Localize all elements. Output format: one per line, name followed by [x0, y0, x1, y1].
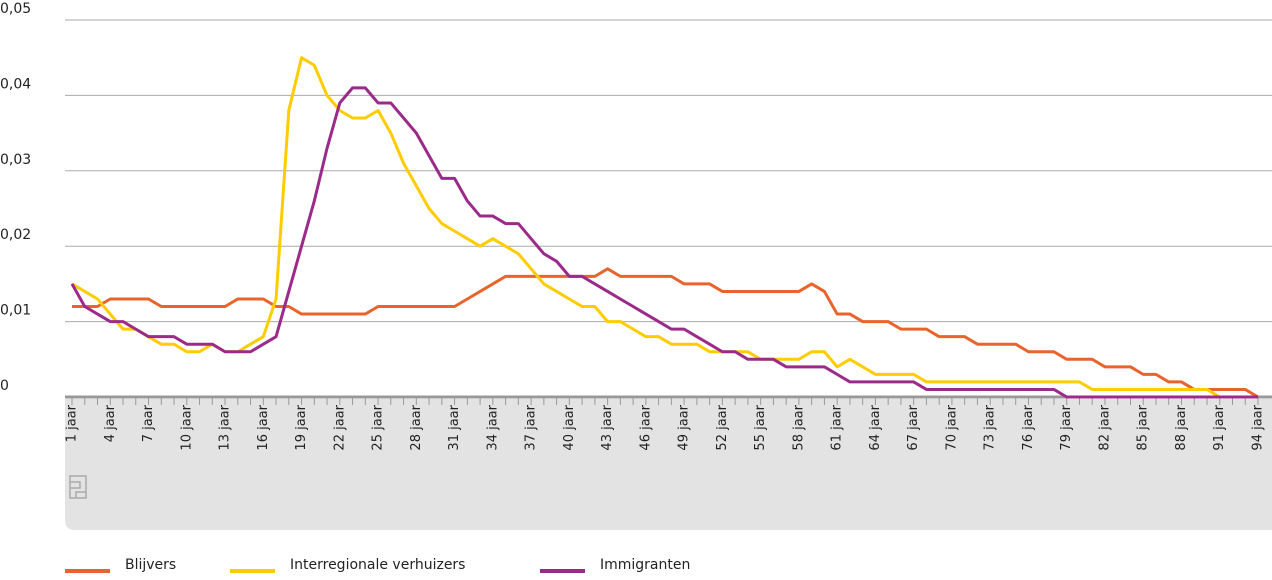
y-tick-label: 0,01	[0, 303, 31, 319]
x-tick-label: 1 jaar	[65, 404, 80, 442]
series-line	[70, 86, 1258, 399]
legend-label: Blijvers	[125, 557, 176, 573]
x-tick-label: 76 jaar	[1021, 404, 1036, 450]
axis-band	[65, 399, 1272, 530]
y-tick-label: 0,02	[0, 227, 31, 243]
x-tick-label: 70 jaar	[944, 404, 959, 450]
x-tick-label: 94 jaar	[1251, 404, 1266, 450]
legend-label: Interregionale verhuizers	[290, 557, 465, 573]
x-tick-label: 91 jaar	[1212, 404, 1227, 450]
x-tick-label: 85 jaar	[1136, 404, 1151, 450]
x-tick-label: 67 jaar	[906, 404, 921, 450]
x-tick-label: 25 jaar	[371, 404, 386, 450]
x-tick-label: 34 jaar	[485, 404, 500, 450]
x-tick-label: 10 jaar	[179, 404, 194, 450]
x-tick-label: 88 jaar	[1174, 404, 1189, 450]
x-tick-label: 61 jaar	[830, 404, 845, 450]
y-tick-label: 0,05	[0, 1, 31, 17]
x-tick-label: 55 jaar	[753, 404, 768, 450]
y-tick-label: 0	[0, 378, 9, 394]
x-tick-label: 31 jaar	[447, 404, 462, 450]
x-tick-label: 52 jaar	[715, 404, 730, 450]
x-tick-label: 43 jaar	[600, 404, 615, 450]
x-tick-label: 28 jaar	[409, 404, 424, 450]
x-tick-label: 40 jaar	[562, 404, 577, 450]
x-tick-label: 82 jaar	[1097, 404, 1112, 450]
series-line	[71, 56, 1258, 399]
x-tick-label: 46 jaar	[638, 404, 653, 450]
x-tick-label: 37 jaar	[524, 404, 539, 450]
y-tick-label: 0,03	[0, 152, 31, 168]
x-tick-label: 7 jaar	[141, 404, 156, 442]
x-tick-label: 64 jaar	[868, 404, 883, 450]
series-line	[72, 267, 1259, 399]
x-tick-label: 4 jaar	[103, 404, 118, 442]
x-tick-label: 19 jaar	[294, 404, 309, 450]
x-tick-label: 79 jaar	[1059, 404, 1074, 450]
x-tick-label: 16 jaar	[256, 404, 271, 450]
legend-label: Immigranten	[600, 557, 690, 573]
x-tick-label: 22 jaar	[332, 404, 347, 450]
x-tick-label: 73 jaar	[983, 404, 998, 450]
x-tick-label: 13 jaar	[218, 404, 233, 450]
x-tick-label: 49 jaar	[677, 404, 692, 450]
x-tick-label: 58 jaar	[791, 404, 806, 450]
logo	[69, 475, 87, 499]
y-tick-label: 0,04	[0, 76, 31, 92]
